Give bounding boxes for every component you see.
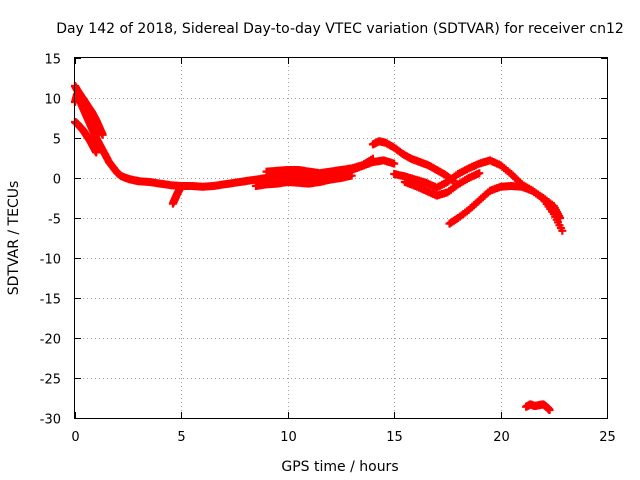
data-point [368,154,377,163]
series-track-late-lower [400,169,484,200]
data-point [390,159,399,168]
data-point [98,130,107,139]
y-tick-label: 5 [53,133,61,148]
series-track-hump [368,137,458,186]
y-tick-label: 0 [53,173,61,188]
y-axis-label: SDTVAR / TECUs [6,181,22,296]
grid [75,58,607,418]
x-tick-label: 0 [71,430,79,445]
y-tick-label: -15 [40,293,61,308]
axis-ticks: 0 5 10 15 20 25 15 10 5 0 -5 -10 -15 -20 -25 -30 [40,53,616,446]
y-tick-label: 10 [44,93,61,108]
series-track-main [71,90,250,191]
x-tick-label: 20 [493,430,510,445]
y-tick-label: 15 [44,53,61,68]
series-track-upper [71,82,107,139]
y-tick-label: -5 [48,213,61,228]
data-point [347,171,356,180]
series-track-bottom [522,400,554,414]
chart-title: Day 142 of 2018, Sidereal Day-to-day VTE… [56,21,624,37]
series-track-lower [71,118,101,157]
series-track-mid-upper [262,154,377,178]
data-point [92,148,101,157]
x-tick-label: 10 [280,430,297,445]
x-tick-label: 5 [177,430,185,445]
y-tick-label: -30 [40,413,61,428]
series-track-dip [168,182,186,208]
series-track-mid-lower [251,171,356,190]
y-tick-label: -20 [40,333,61,348]
x-axis-label: GPS time / hours [281,459,398,475]
x-tick-label: 25 [599,430,616,445]
series-track-rising [445,182,567,235]
y-tick-label: -25 [40,373,61,388]
x-tick-label: 15 [386,430,403,445]
scatter-points [71,82,567,414]
data-point [545,406,554,414]
data-point [177,182,186,190]
y-tick-label: -10 [40,253,61,268]
data-point [475,169,484,178]
plot-frame [74,57,608,419]
data-point [558,226,567,235]
